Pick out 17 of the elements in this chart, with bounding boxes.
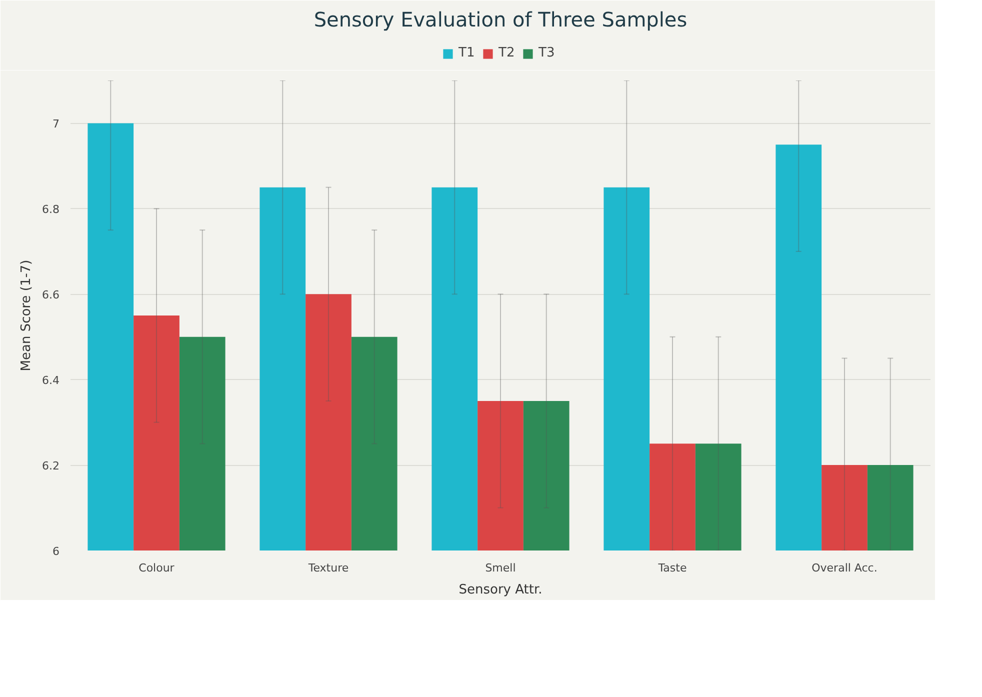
x-tick-label: Taste [657,562,687,574]
x-tick-label: Colour [138,562,175,574]
x-axis-title: Sensory Attr. [458,582,542,598]
chart-title: Sensory Evaluation of Three Samples [314,8,688,32]
y-tick-label: 6.6 [42,288,60,302]
y-tick-label: 6.8 [42,203,60,216]
legend-label: T1 [458,46,476,60]
y-tick-label: 7 [52,118,60,131]
y-axis-title: Mean Score (1-7) [19,260,34,372]
legend-label: T3 [538,46,556,60]
y-tick-label: 6.4 [42,374,60,388]
legend-label: T2 [498,46,516,60]
y-tick-label: 6 [52,545,60,558]
x-tick-label: Overall Acc. [812,562,878,574]
x-tick-label: Smell [485,562,516,574]
y-tick-label: 6.2 [42,460,60,473]
x-tick-label: Texture [307,562,349,574]
